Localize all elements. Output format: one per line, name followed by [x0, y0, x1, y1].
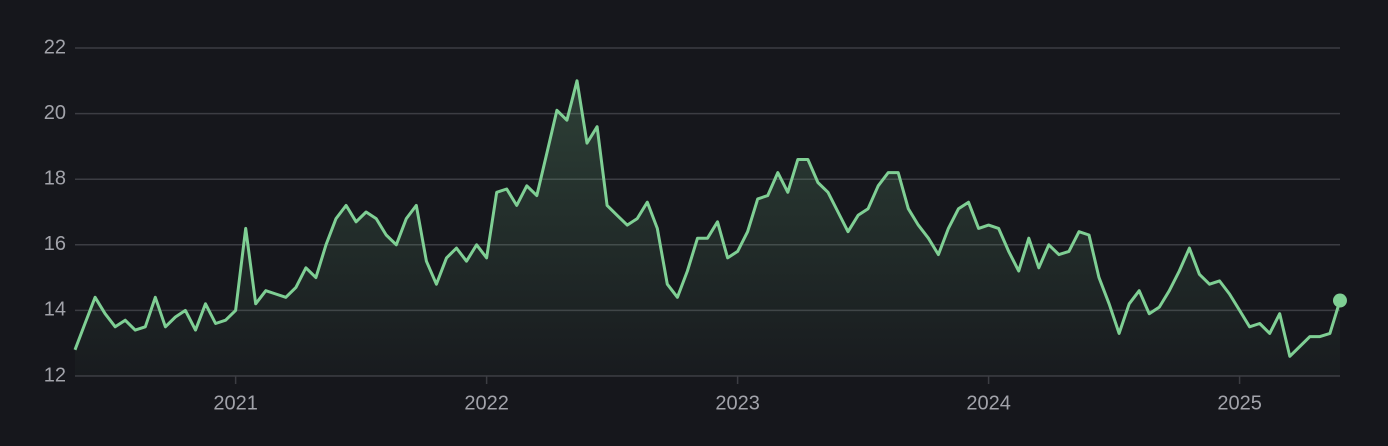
x-tick-label: 2023	[715, 392, 760, 414]
y-tick-label: 20	[44, 102, 66, 124]
x-tick-label: 2022	[464, 392, 509, 414]
x-tick-label: 2021	[213, 392, 258, 414]
y-tick-label: 16	[44, 233, 66, 255]
line	[73, 79, 1342, 358]
y-tick-label: 14	[44, 299, 66, 321]
y-tick-label: 18	[44, 167, 66, 189]
last-point	[1332, 293, 1347, 308]
x-tick-label: 2025	[1217, 392, 1262, 414]
x-tick-label: 2024	[966, 392, 1011, 414]
y-tick-label: 12	[44, 364, 66, 386]
area	[75, 80, 1340, 377]
y-tick-label: 22	[44, 36, 66, 58]
